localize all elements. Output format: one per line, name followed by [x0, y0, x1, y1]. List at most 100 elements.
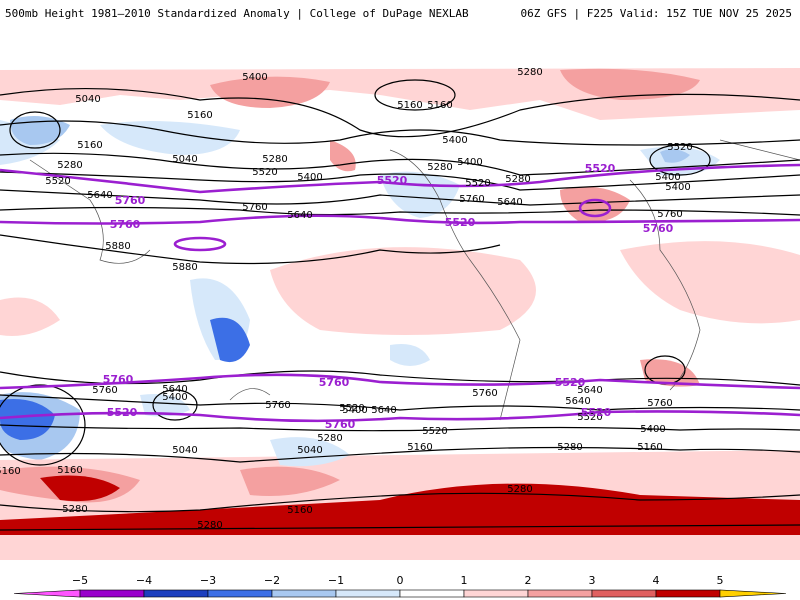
- colorbar-tick-label: −5: [72, 574, 88, 587]
- colorbar-tick-label: 1: [461, 574, 468, 587]
- contour-label: 5520: [465, 178, 490, 189]
- contour-label: 5280: [557, 442, 582, 453]
- contour-label: 5040: [297, 445, 322, 456]
- contour-label: 5520: [555, 376, 586, 389]
- contour-label: 5040: [172, 154, 197, 165]
- contour-label: 5160: [287, 505, 312, 516]
- colorbar-high-end: [719, 589, 787, 598]
- contour-label: 5280: [317, 433, 342, 444]
- contour-label: 5520: [339, 403, 364, 414]
- contour-label: 5160: [0, 466, 21, 477]
- colorbar-swatch: [79, 589, 145, 598]
- contour-label: 5640: [565, 396, 590, 407]
- colorbar-tick-label: 0: [397, 574, 404, 587]
- contour-label: 5160: [187, 110, 212, 121]
- reference-contours: [0, 163, 800, 423]
- header-bar: 500mb Height 1981–2010 Standardized Anom…: [0, 0, 800, 24]
- colorbar-swatch: [463, 589, 529, 598]
- contour-label: 5760: [643, 222, 674, 235]
- contour-label: 5760: [657, 209, 682, 220]
- contour-label: 5400: [442, 135, 467, 146]
- contour-label: 5400: [297, 172, 322, 183]
- colorbar-swatch: [655, 589, 721, 598]
- contour-label: 5160: [57, 465, 82, 476]
- contour-label: 5400: [342, 405, 367, 416]
- contour-label: 5520: [252, 167, 277, 178]
- colorbar-swatches: [13, 589, 787, 598]
- height-contours: [0, 79, 800, 531]
- contour-label: 5280: [197, 520, 222, 531]
- contour-label: 5400: [162, 392, 187, 403]
- colorbar-swatch: [527, 589, 593, 598]
- contour-label: 5760: [110, 218, 141, 231]
- contour-label: 5280: [62, 504, 87, 515]
- contour-label: 5640: [162, 384, 187, 395]
- contour-label: 5280: [507, 484, 532, 495]
- contour-label: 5400: [242, 72, 267, 83]
- contour-label: 5280: [517, 67, 542, 78]
- colorbar-swatch: [143, 589, 209, 598]
- contour-label: 5280: [262, 154, 287, 165]
- contour-label: 5160: [77, 140, 102, 151]
- colorbar-tick-label: 2: [525, 574, 532, 587]
- contour-label: 5040: [172, 445, 197, 456]
- contour-label: 5520: [577, 412, 602, 423]
- colorbar-tick-label: 4: [653, 574, 660, 587]
- colorbar-swatch: [335, 589, 401, 598]
- contour-label: 5520: [445, 216, 476, 229]
- contour-label: 5280: [57, 160, 82, 171]
- contour-label: 5760: [103, 373, 134, 386]
- colorbar-tick-label: 3: [589, 574, 596, 587]
- contour-label: 5400: [655, 172, 680, 183]
- map-title: 500mb Height 1981–2010 Standardized Anom…: [5, 7, 469, 20]
- contour-label: 5760: [115, 194, 146, 207]
- contour-label: 5760: [459, 194, 484, 205]
- contour-label: 5640: [287, 210, 312, 221]
- contour-label: 5160: [637, 442, 662, 453]
- contour-label: 5400: [457, 157, 482, 168]
- run-info: 06Z GFS | F225 Valid: 15Z TUE NOV 25 202…: [520, 7, 792, 20]
- coastlines: [29, 139, 800, 421]
- colorbar-swatch: [399, 589, 465, 598]
- contour-label: 5760: [472, 388, 497, 399]
- colorbar-swatch: [271, 589, 337, 598]
- contour-label: 5640: [87, 190, 112, 201]
- contour-label: 5760: [265, 400, 290, 411]
- contour-label: 5640: [497, 197, 522, 208]
- contour-label: 5760: [325, 418, 356, 431]
- contour-label: 5760: [647, 398, 672, 409]
- contour-label: 5160: [427, 100, 452, 111]
- contour-label: 5520: [422, 426, 447, 437]
- contour-label: 5760: [319, 376, 350, 389]
- contour-label: 5160: [397, 100, 422, 111]
- colorbar-tick-label: −1: [328, 574, 344, 587]
- contour-label: 5520: [585, 162, 616, 175]
- contour-label: 5640: [371, 405, 396, 416]
- contour-label: 5520: [581, 406, 612, 419]
- contour-label: 5880: [105, 241, 130, 252]
- colorbar-tick-label: −4: [136, 574, 152, 587]
- colorbar-tick-label: −2: [264, 574, 280, 587]
- contour-label: 5760: [242, 202, 267, 213]
- contour-label: 5520: [377, 174, 408, 187]
- contour-label: 5520: [107, 406, 138, 419]
- contour-label: 5280: [505, 174, 530, 185]
- contour-label: 5520: [45, 176, 70, 187]
- contour-label: 5640: [577, 385, 602, 396]
- contour-label: 5760: [92, 385, 117, 396]
- contour-label: 5880: [172, 262, 197, 273]
- colorbar-tick-label: −3: [200, 574, 216, 587]
- colorbar-swatch: [591, 589, 657, 598]
- contour-label: 5280: [427, 162, 452, 173]
- colorbar-ticks: −5 −4 −3 −2 −1 0 1 2 3 4 5: [72, 574, 724, 587]
- contour-label: 5520: [667, 142, 692, 153]
- colorbar-low-end: [13, 589, 81, 598]
- contour-label: 5400: [665, 182, 690, 193]
- contour-label: 5040: [75, 94, 100, 105]
- anomaly-colorbar: −5 −4 −3 −2 −1 0 1 2 3 4 5: [13, 574, 787, 598]
- colorbar-swatch: [207, 589, 273, 598]
- contour-label: 5400: [640, 424, 665, 435]
